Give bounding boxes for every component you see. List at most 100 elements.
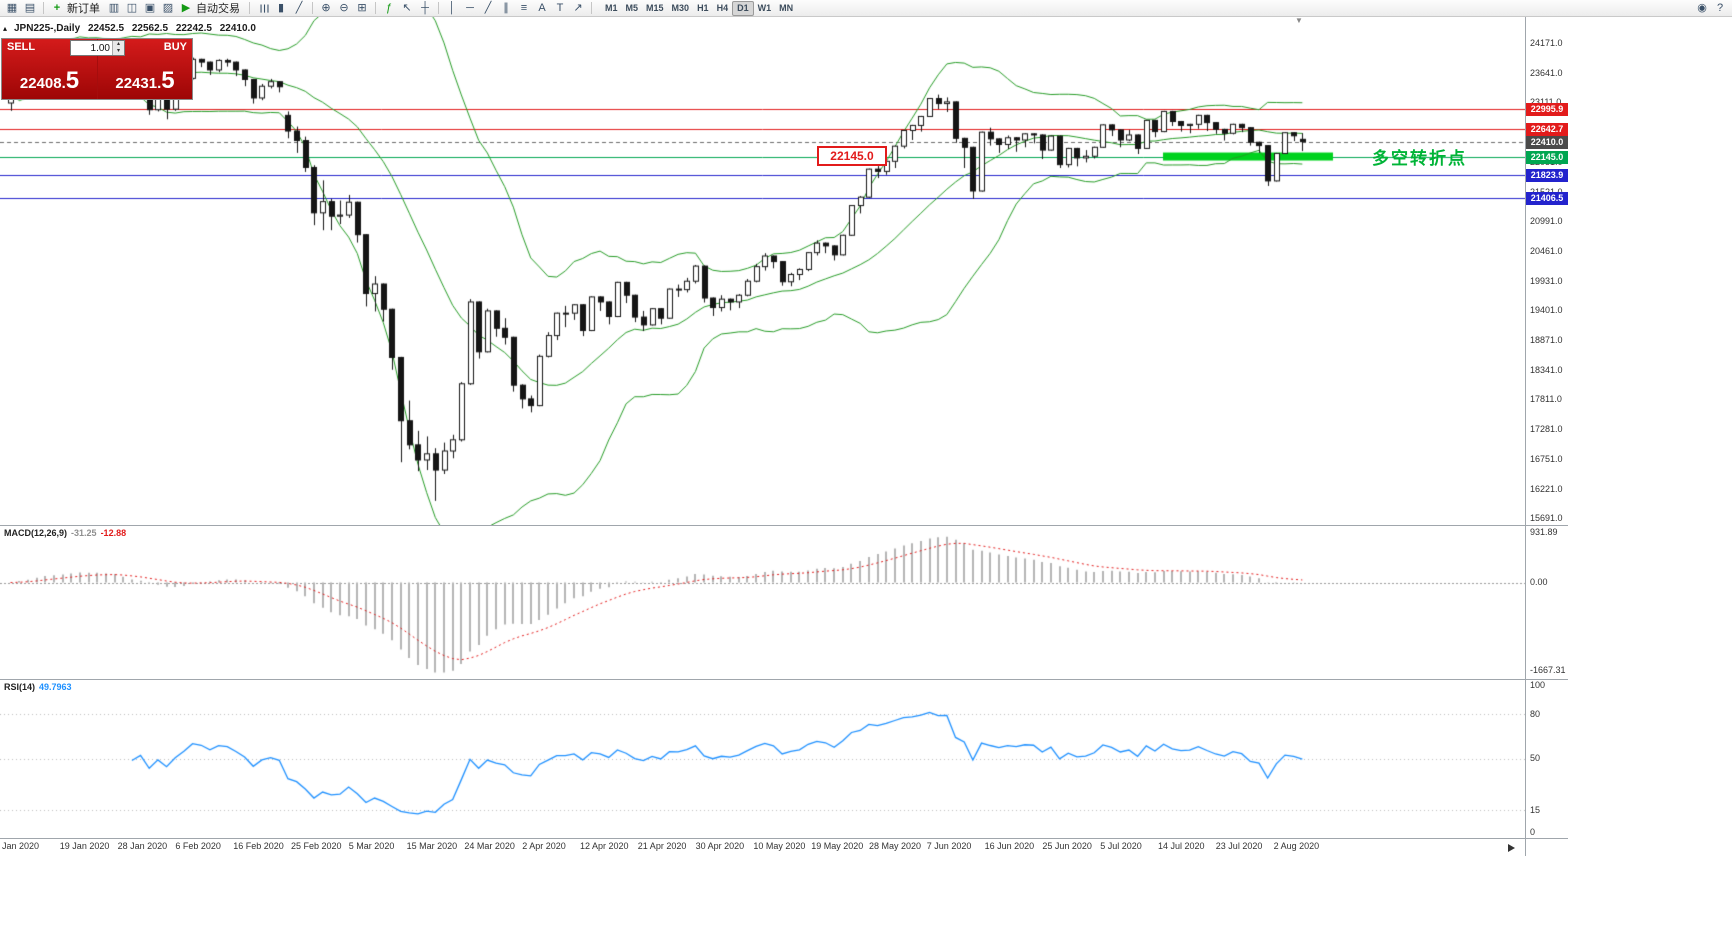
price-tag: 22995.9 [1526,102,1568,116]
toolbar-separator [438,2,439,14]
date-axis-label: 28 Jan 2020 [117,841,168,851]
indicator-axis-label: 0 [1530,827,1536,837]
timeframe-d1[interactable]: D1 [732,0,754,16]
timeframe-bar: M1 M5 M15 M30 H1 H4 D1 W1 MN [601,0,797,16]
indicator-axis-label: 15 [1530,805,1541,815]
autotrading-icon[interactable]: ▶ [181,1,191,14]
indicator-axis-label: 931.89 [1530,527,1558,537]
timeframe-mn[interactable]: MN [779,2,794,13]
indicator-axis-label: 80 [1530,709,1541,719]
timeframe-m5[interactable]: M5 [625,2,639,13]
new-chart-icon[interactable]: ▦ [6,1,18,14]
volume-up-icon[interactable]: ▴ [113,41,124,48]
zoom-out-icon[interactable]: ⊖ [339,1,349,14]
date-axis-separator [0,838,1568,839]
timeframe-m1[interactable]: M1 [605,2,618,13]
new-order-icon[interactable]: + [53,1,61,14]
fibonacci-icon[interactable]: ≡ [520,1,528,14]
timeframe-w1[interactable]: W1 [757,2,772,13]
timeframe-m30[interactable]: M30 [671,2,690,13]
indicator-axis-label: -1667.31 [1530,665,1566,675]
price-axis-label: 21521.0 [1530,187,1563,197]
rsi-pane-canvas[interactable] [0,680,1525,838]
date-axis-label: 5 Jul 2020 [1100,841,1142,851]
indicator-axis-label: 0.00 [1530,577,1548,587]
toolbar-separator [375,2,376,14]
line-chart-icon[interactable]: ╱ [295,1,303,14]
macd-main-value: -31.25 [71,528,97,538]
date-axis-label: 15 Mar 2020 [406,841,458,851]
indicator-axis-label: 100 [1530,680,1546,690]
vertical-line-icon[interactable]: │ [448,1,456,14]
channel-icon[interactable]: ∥ [503,1,509,14]
sell-price: 22408.5 [19,67,80,94]
help-icon[interactable]: ? [1716,1,1724,14]
price-tag: 22642.7 [1526,122,1568,136]
date-axis-label: 14 Jul 2020 [1158,841,1205,851]
price-axis-label: 19931.0 [1530,275,1563,286]
timeframe-h1[interactable]: H1 [697,2,709,13]
candlestick-chart-icon[interactable]: ▮ [277,1,285,14]
volume-down-icon[interactable]: ▾ [113,48,124,55]
text-label-icon[interactable]: T [556,1,564,14]
trendline-icon[interactable]: ╱ [484,1,492,14]
new-order-label[interactable]: 新订单 [67,3,100,15]
price-axis-label: 19401.0 [1530,305,1563,316]
date-axis-label: 10 May 2020 [753,841,806,851]
volume-input[interactable]: 1.00 ▴ ▾ [70,40,125,56]
price-axis-label: 20461.0 [1530,245,1563,256]
price-axis-label: 18871.0 [1530,335,1563,345]
date-axis-label: 16 Feb 2020 [233,841,284,851]
price-tag: 21823.9 [1526,168,1568,182]
zoom-in-icon[interactable]: ⊕ [321,1,331,14]
profiles-icon[interactable]: ▤ [24,1,36,14]
text-icon[interactable]: A [538,1,546,14]
scrollbar-position-marker[interactable] [1508,844,1515,852]
price-axis-label: 17281.0 [1530,424,1563,435]
bar-chart-icon[interactable]: ☰ [257,3,270,13]
date-axis-label: 25 Feb 2020 [291,841,342,851]
indicator-axis-label: 50 [1530,753,1541,763]
timeframe-m15[interactable]: M15 [646,2,664,13]
timeframe-h4[interactable]: H4 [716,2,729,13]
price-axis-label: 18341.0 [1530,364,1563,375]
data-window-icon[interactable]: ◫ [126,1,138,14]
indicators-icon[interactable]: ƒ [385,1,393,14]
date-axis-label: 19 Jan 2020 [59,841,110,851]
price-axis-separator [1525,17,1526,856]
crosshair-icon[interactable]: ┼ [421,1,429,14]
tile-windows-icon[interactable]: ⊞ [357,1,367,14]
toolbar-separator [249,2,250,14]
ohlc-info: JPN225-,Daily 22452.5 22562.5 22242.5 22… [14,23,261,34]
terminal-icon[interactable]: ▨ [162,1,174,14]
toolbar-separator [591,2,592,14]
main-chart-canvas[interactable] [0,17,1525,525]
price-axis-label: 17811.0 [1530,394,1562,405]
one-click-toggle-icon[interactable]: ▴ [3,24,8,33]
macd-pane-separator[interactable] [0,525,1568,526]
open-value: 22452.5 [87,23,125,34]
date-axis-label: 28 May 2020 [869,841,922,851]
date-axis-label: 24 Mar 2020 [464,841,515,851]
date-axis-label: 5 Mar 2020 [348,841,395,851]
date-axis-label: 19 May 2020 [811,841,864,851]
price-axis-label: 24171.0 [1530,38,1563,48]
turning-point-caption[interactable]: 多空转折点 [1372,149,1467,168]
autotrading-label[interactable]: 自动交易 [196,3,240,15]
market-watch-icon[interactable]: ▥ [108,1,120,14]
arrows-icon[interactable]: ↗ [573,1,583,14]
price-annotation-box[interactable]: 22145.0 [817,146,887,166]
navigator-icon[interactable]: ▣ [144,1,156,14]
date-axis-label: 21 Apr 2020 [637,841,687,851]
price-tag: 21406.5 [1526,191,1568,205]
price-tag: 22410.0 [1526,135,1568,149]
cursor-icon[interactable]: ↖ [402,1,412,14]
horizontal-line-icon[interactable]: ─ [466,1,474,14]
chart-shift-marker-icon[interactable]: ▼ [1295,16,1303,25]
macd-pane-canvas[interactable] [0,526,1525,679]
community-icon[interactable]: ◉ [1697,1,1707,14]
symbol-period-label: JPN225-,Daily [14,23,81,34]
rsi-pane-separator[interactable] [0,679,1568,680]
sell-label: SELL [7,41,36,53]
